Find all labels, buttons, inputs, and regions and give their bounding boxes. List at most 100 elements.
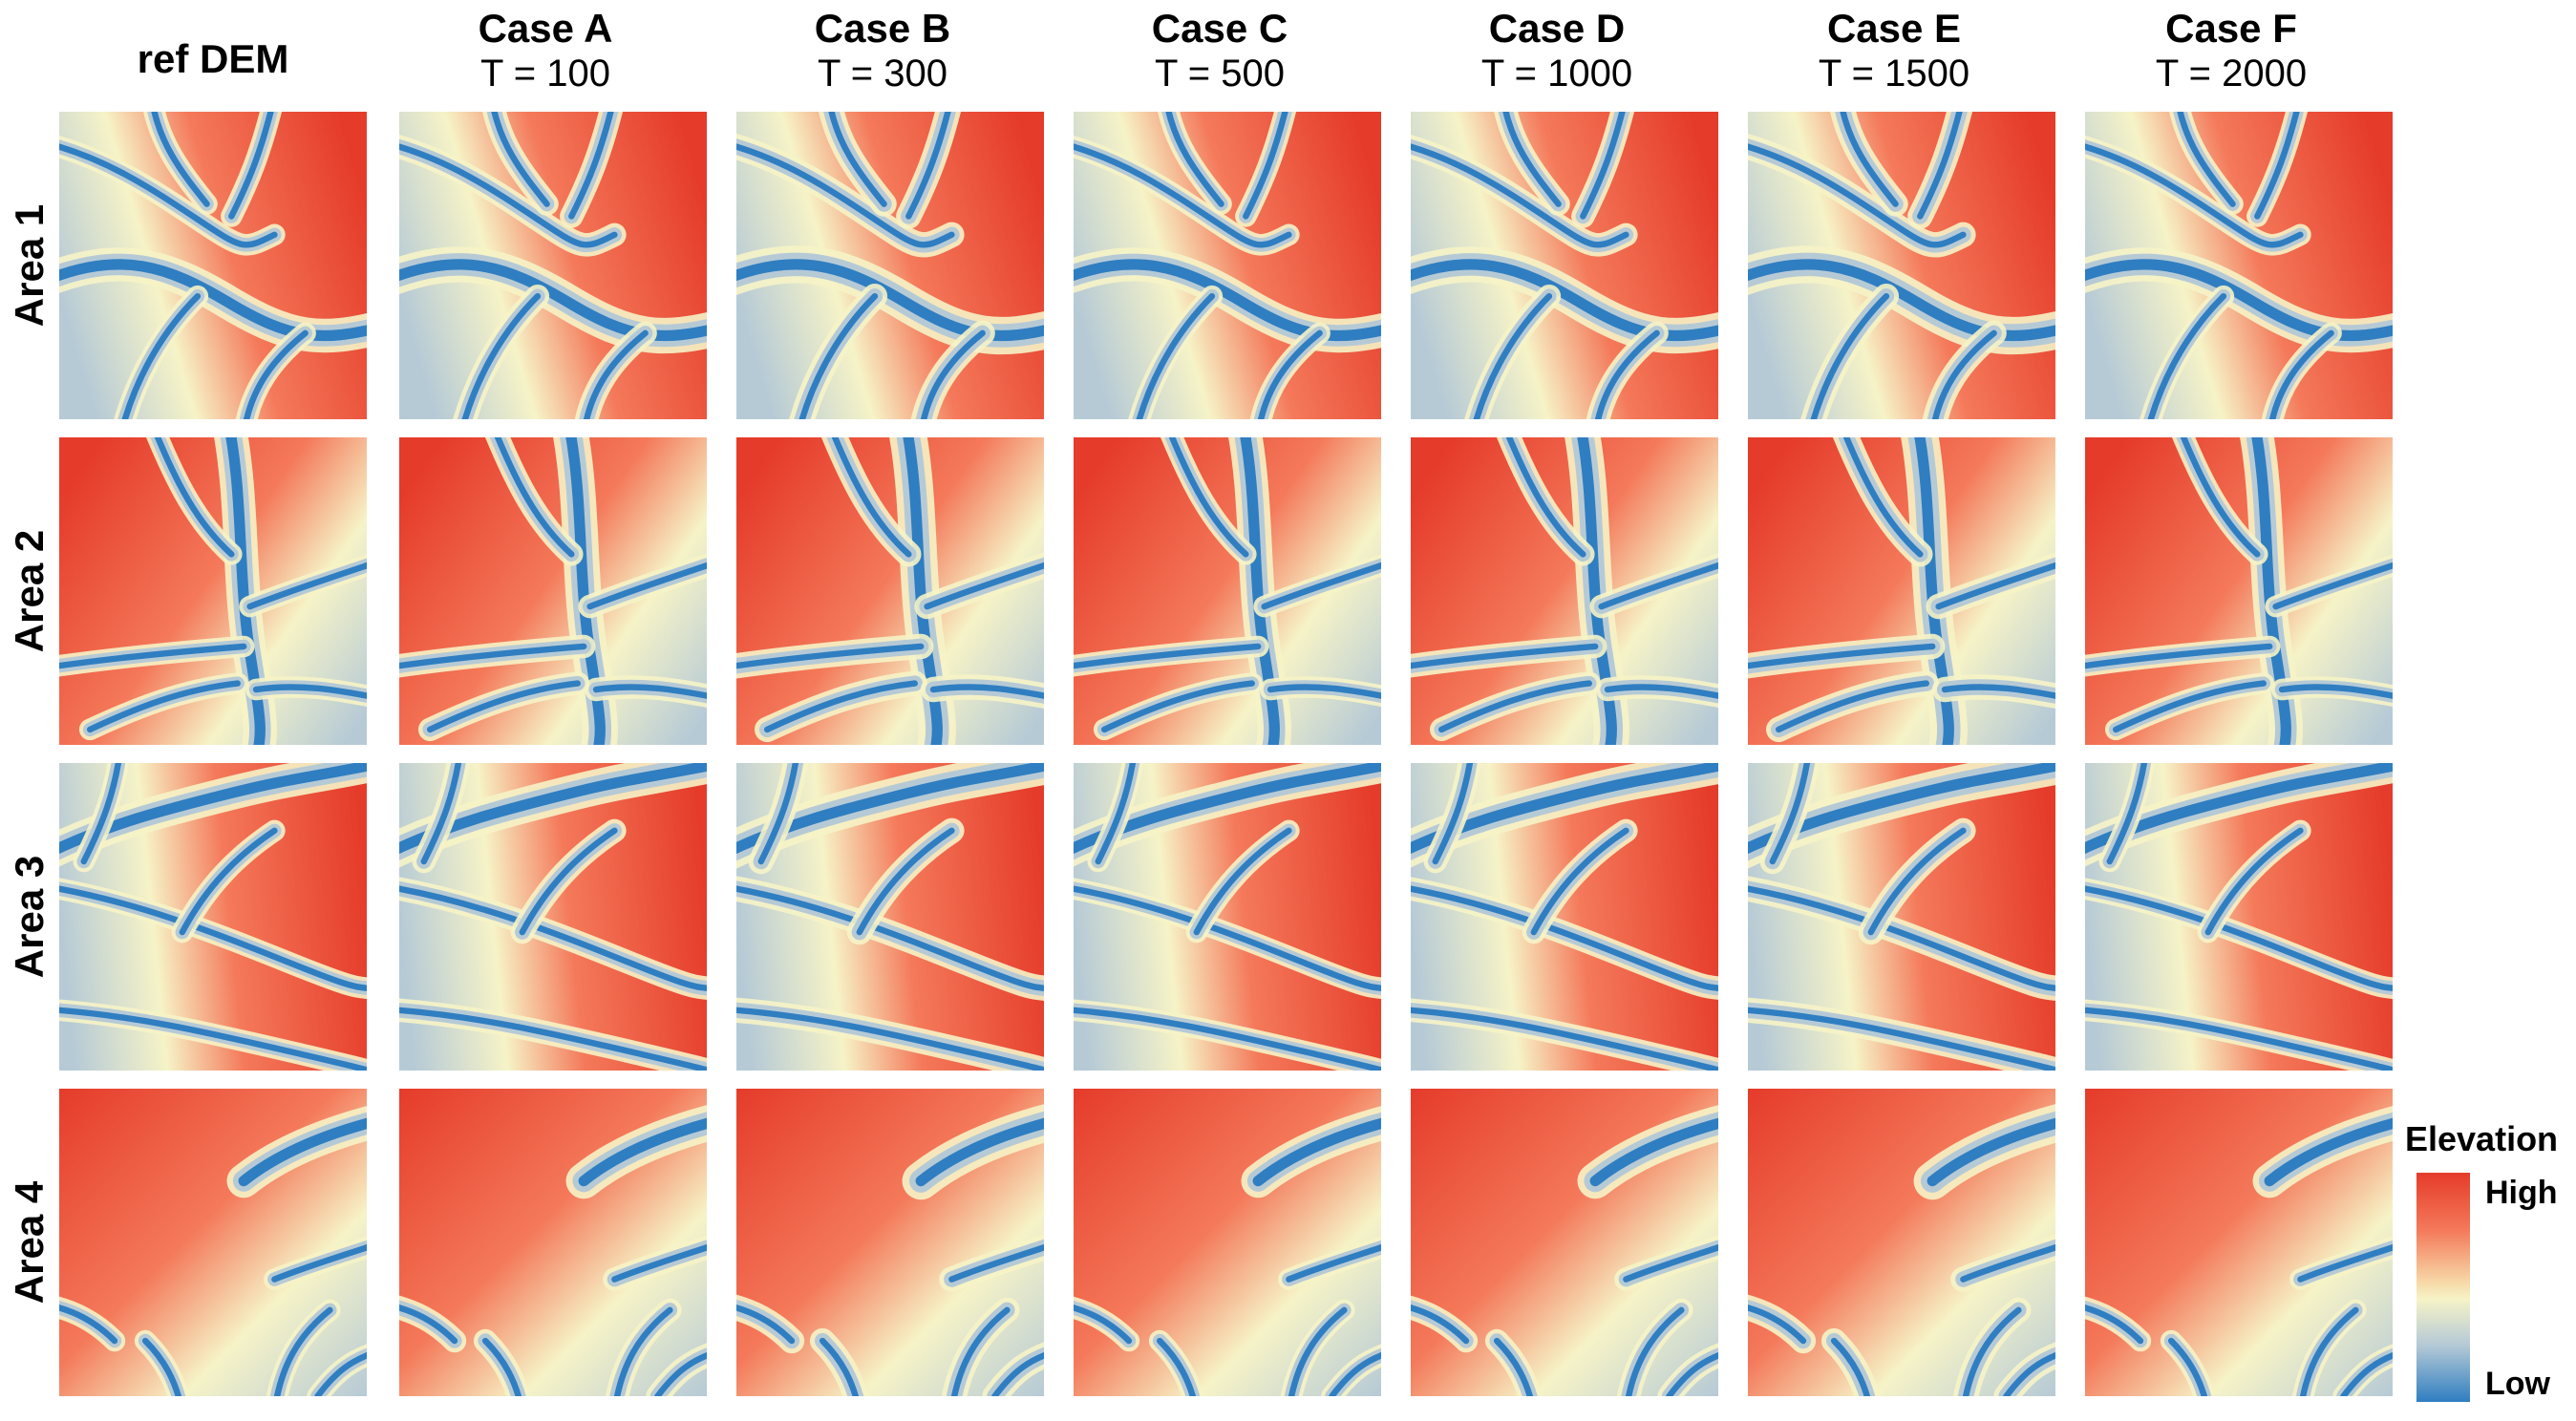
valley-channel xyxy=(798,292,879,419)
valley-channel xyxy=(1411,143,1629,248)
valley-channel xyxy=(586,562,707,610)
valley-channel xyxy=(420,763,462,865)
valley-channel xyxy=(1914,437,1954,745)
row-label-area-3: Area 3 xyxy=(7,763,52,1071)
valley-channel xyxy=(2180,437,2261,558)
valley-channel xyxy=(736,885,1044,991)
column-subtitle: T = 2000 xyxy=(2155,53,2308,95)
valley-channel xyxy=(1580,112,1626,220)
valley-channel xyxy=(903,437,943,745)
valley-channel xyxy=(491,112,550,207)
valley-channel xyxy=(736,259,1044,342)
valley-channel xyxy=(1748,1007,2055,1071)
valley-channel xyxy=(757,763,799,865)
valley-channel xyxy=(59,143,278,248)
valley-channel xyxy=(399,143,618,248)
valley-channel xyxy=(1502,112,1562,207)
valley-channel xyxy=(1156,1337,1197,1396)
valley-channel xyxy=(2204,827,2304,936)
valley-channel xyxy=(736,1304,796,1345)
column-subtitle: T = 300 xyxy=(817,53,948,95)
dem-tile-area-1-col-2 xyxy=(399,112,707,419)
valley-channel xyxy=(426,680,581,733)
valley-channel xyxy=(59,885,367,991)
valley-channel xyxy=(736,1007,1044,1071)
valley-channel xyxy=(1243,112,1288,220)
valley-channel xyxy=(763,680,918,733)
valley-channel xyxy=(1748,143,1967,248)
valley-channel xyxy=(819,1337,860,1396)
column-title: Case C xyxy=(1151,6,1288,51)
valley-channel xyxy=(583,329,649,419)
valley-channel xyxy=(2177,112,2236,207)
valley-channel xyxy=(2147,292,2227,419)
row-label-area-1: Area 1 xyxy=(7,112,52,419)
valley-channel xyxy=(1261,562,1381,610)
valley-channel xyxy=(1473,292,1553,419)
column-subtitle: T = 100 xyxy=(479,53,611,95)
dem-tile-area-3-col-3 xyxy=(736,763,1044,1071)
valley-channel xyxy=(252,684,367,699)
valley-channel xyxy=(1136,292,1216,419)
valley-channel xyxy=(1623,1243,1718,1283)
valley-channel xyxy=(1329,1351,1381,1396)
valley-channel xyxy=(461,292,542,419)
elevation-colorbar xyxy=(2416,1173,2470,1402)
valley-channel xyxy=(154,437,235,558)
dem-tile-area-4-col-7 xyxy=(2085,1089,2393,1396)
valley-channel xyxy=(1577,437,1617,745)
dem-tile-area-2-col-2 xyxy=(399,437,707,745)
row-label-area-4: Area 4 xyxy=(7,1089,52,1396)
valley-channel xyxy=(1437,680,1592,733)
dem-tile-area-1-col-4 xyxy=(1074,112,1381,419)
valley-channel xyxy=(2297,1243,2393,1283)
valley-channel xyxy=(271,1243,367,1283)
valley-channel xyxy=(1748,1304,1807,1345)
valley-channel xyxy=(494,437,575,558)
dem-tile-area-4-col-1 xyxy=(59,1089,367,1396)
valley-channel xyxy=(1100,680,1255,733)
valley-channel xyxy=(1748,259,2055,342)
valley-channel xyxy=(481,1337,522,1396)
valley-channel xyxy=(1810,292,1890,419)
valley-channel xyxy=(1411,885,1718,991)
valley-channel xyxy=(1168,437,1249,558)
valley-channel xyxy=(2085,259,2393,342)
valley-channel xyxy=(1505,437,1586,558)
column-header-case-c: Case C T = 500 xyxy=(1066,6,1373,95)
valley-channel xyxy=(1960,1243,2055,1283)
valley-channel xyxy=(1941,684,2055,699)
valley-channel xyxy=(1917,112,1963,220)
valley-channel xyxy=(1074,259,1381,342)
valley-channel xyxy=(920,329,986,419)
valley-channel xyxy=(1598,562,1718,610)
dem-tile-area-2-col-4 xyxy=(1074,437,1381,745)
valley-channel xyxy=(1842,437,1924,558)
valley-channel xyxy=(578,1117,707,1187)
valley-channel xyxy=(1165,112,1224,207)
column-title: Case F xyxy=(2165,6,2297,51)
valley-channel xyxy=(141,1337,182,1396)
valley-channel xyxy=(1931,329,1997,419)
valley-channel xyxy=(1589,1117,1718,1187)
valley-channel xyxy=(1604,684,1718,699)
valley-channel xyxy=(399,643,587,669)
valley-channel xyxy=(151,112,210,207)
column-header-case-a: Case A T = 100 xyxy=(392,6,699,95)
column-title: Case B xyxy=(814,6,951,51)
valley-channel xyxy=(1193,827,1292,936)
valley-channel xyxy=(736,643,925,669)
valley-channel xyxy=(1411,259,1718,342)
legend-low-label: Low xyxy=(2485,1366,2550,1402)
legend-title: Elevation xyxy=(2405,1119,2559,1158)
dem-tile-area-2-col-3 xyxy=(736,437,1044,745)
valley-channel xyxy=(519,827,618,936)
valley-channel xyxy=(2299,1306,2359,1396)
valley-channel xyxy=(1286,1243,1381,1283)
column-subtitle: T = 500 xyxy=(1154,53,1286,95)
valley-channel xyxy=(1530,827,1629,936)
column-subtitle: T = 1500 xyxy=(1818,53,1970,95)
dem-tile-area-3-col-5 xyxy=(1411,763,1718,1071)
dem-tile-area-1-col-1 xyxy=(59,112,367,419)
dem-tile-area-4-col-3 xyxy=(736,1089,1044,1396)
